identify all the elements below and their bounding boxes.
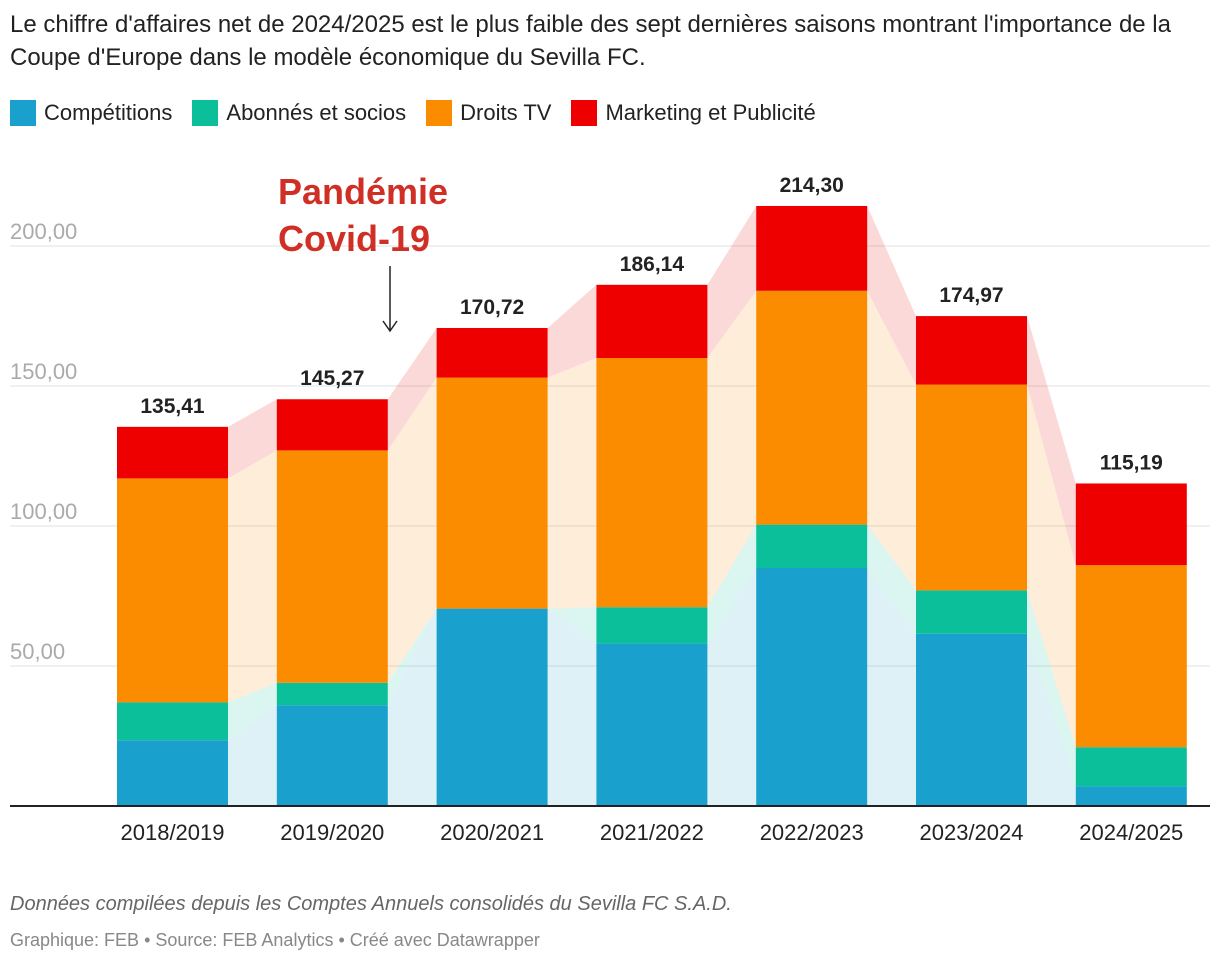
legend-item-competitions: Compétitions [10,100,172,126]
total-label: 174,97 [939,284,1003,307]
area-band [867,568,916,806]
area-band [387,327,437,451]
y-tick-label: 100,00 [10,499,77,524]
legend-swatch-competitions [10,100,36,126]
total-label: 115,19 [1100,451,1163,474]
legend-label-abonnes: Abonnés et socios [226,100,407,125]
bar-segment [1075,565,1187,748]
bar-segment [1075,786,1187,806]
bar-segment [756,568,868,806]
bar-segment [916,316,1027,385]
area-band [707,568,757,806]
area-band [228,450,277,703]
bar-segment [756,290,868,525]
total-label: 170,72 [460,296,524,319]
bar-segment [436,327,548,378]
bar-segment [276,450,388,683]
annotation-line2: Covid-19 [278,218,430,259]
bar-segment [436,377,548,609]
bar-segment [1075,483,1187,566]
y-tick-label: 200,00 [10,219,77,244]
bar-segment [117,740,228,806]
y-tick-label: 150,00 [10,359,77,384]
area-band [387,608,437,706]
area-band [707,205,757,358]
byline: Graphique: FEB • Source: FEB Analytics •… [10,930,540,950]
area-band [387,608,437,806]
area-band [1027,633,1076,806]
bar-segment [756,524,868,568]
legend-swatch-abonnes [192,100,219,126]
bar-segment [276,705,388,806]
area-band [547,358,597,609]
total-label: 214,30 [780,174,844,197]
x-tick-label: 2020/2021 [440,820,544,845]
bar-segment [596,607,708,644]
legend-item-marketing: Marketing et Publicité [571,100,816,126]
bar-segment [276,399,388,451]
area-band [707,524,757,644]
y-tick-label: 50,00 [10,639,65,664]
area-band [228,399,277,479]
bar-segment [596,358,708,608]
area-band [547,608,597,806]
source-note: Données compilées depuis les Comptes Ann… [10,893,732,915]
legend-item-abonnes: Abonnés et socios [192,100,406,126]
bar-segment [276,682,388,706]
area-band [547,607,597,644]
area-band [547,284,597,378]
x-tick-label: 2022/2023 [760,820,864,845]
bar-segment [596,643,708,806]
area-band [867,524,916,634]
area-band [1027,316,1076,566]
area-band [228,682,277,741]
total-label: 145,27 [300,367,364,390]
arrow-down-icon [382,320,398,333]
bar-segment [117,426,228,479]
area-band [228,705,277,806]
legend-swatch-droits-tv [426,100,453,126]
area-band [707,290,757,608]
bar-segment [436,608,548,806]
bar-segment [916,590,1027,634]
total-label: 186,14 [620,253,685,276]
bar-segment [117,478,228,703]
area-band [1027,590,1076,787]
total-label: 135,41 [140,395,205,418]
annotation-line1: Pandémie [278,171,448,212]
legend-item-droits-tv: Droits TV [426,100,551,126]
legend-label-competitions: Compétitions [44,100,173,125]
x-tick-label: 2023/2024 [920,820,1024,845]
legend-label-marketing: Marketing et Publicité [605,100,816,125]
area-band [387,377,437,683]
area-band [867,290,916,591]
bar-segment [117,702,228,741]
area-band [867,205,916,385]
bar-segment [1075,747,1187,787]
chart-title: Le chiffre d'affaires net de 2024/2025 e… [10,11,1171,71]
bar-segment [756,205,868,291]
x-tick-label: 2024/2025 [1079,820,1183,845]
area-band [1027,384,1076,748]
bar-segment [596,284,708,358]
x-tick-label: 2019/2020 [280,820,384,845]
legend-label-droits-tv: Droits TV [460,100,552,125]
bar-segment [916,633,1027,806]
bar-segment [916,384,1027,591]
stacked-bar-chart: 50,00 100,00 150,00 200,00 135,41 2018/2019 14… [10,171,1210,845]
chart-legend: Compétitions Abonnés et socios Droits TV… [10,100,816,126]
x-tick-label: 2021/2022 [600,820,704,845]
x-tick-label: 2018/2019 [121,820,225,845]
legend-swatch-marketing [571,100,598,126]
